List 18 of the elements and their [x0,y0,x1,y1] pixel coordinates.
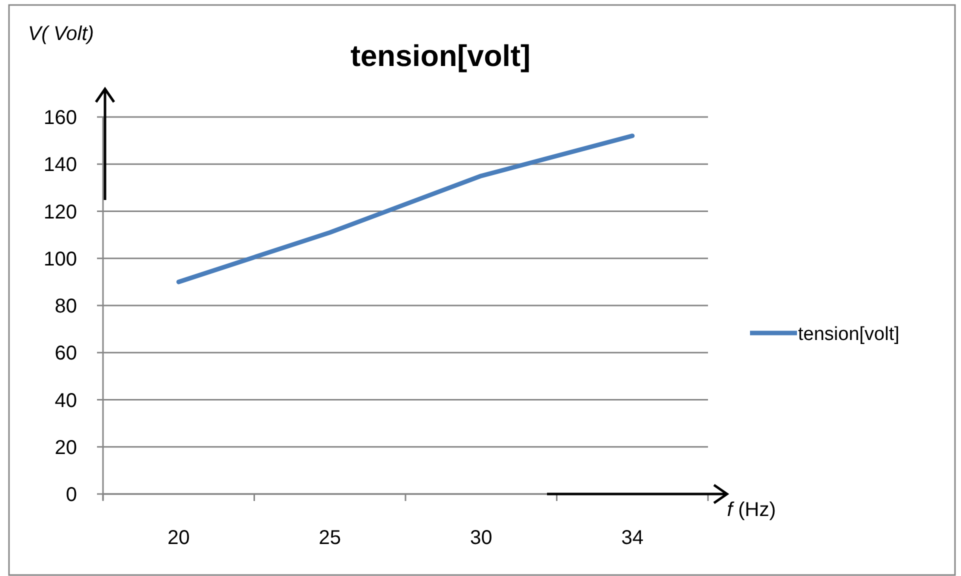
chart-title: tension[volt] [350,40,530,73]
y-tick-label: 160 [44,107,77,129]
y-tick-label: 140 [44,154,77,176]
x-tick-label: 30 [470,527,492,549]
y-axis-title: V( Volt) [28,23,94,45]
x-axis-title: f (Hz) [727,499,776,521]
y-tick-label: 80 [54,296,77,318]
y-tick-label: 60 [54,342,77,365]
x-tick-label: 34 [621,527,644,549]
y-tick-label: 0 [66,484,77,506]
y-tick-label: 40 [54,390,77,412]
line-series [176,134,635,284]
y-tick-label: 20 [54,436,77,459]
y-tick-label: 120 [44,201,77,224]
x-tick-label: 25 [318,527,341,549]
x-tick-label: 20 [168,527,190,549]
y-tick-label: 100 [44,248,77,270]
legend-label: tension[volt] [798,324,900,345]
